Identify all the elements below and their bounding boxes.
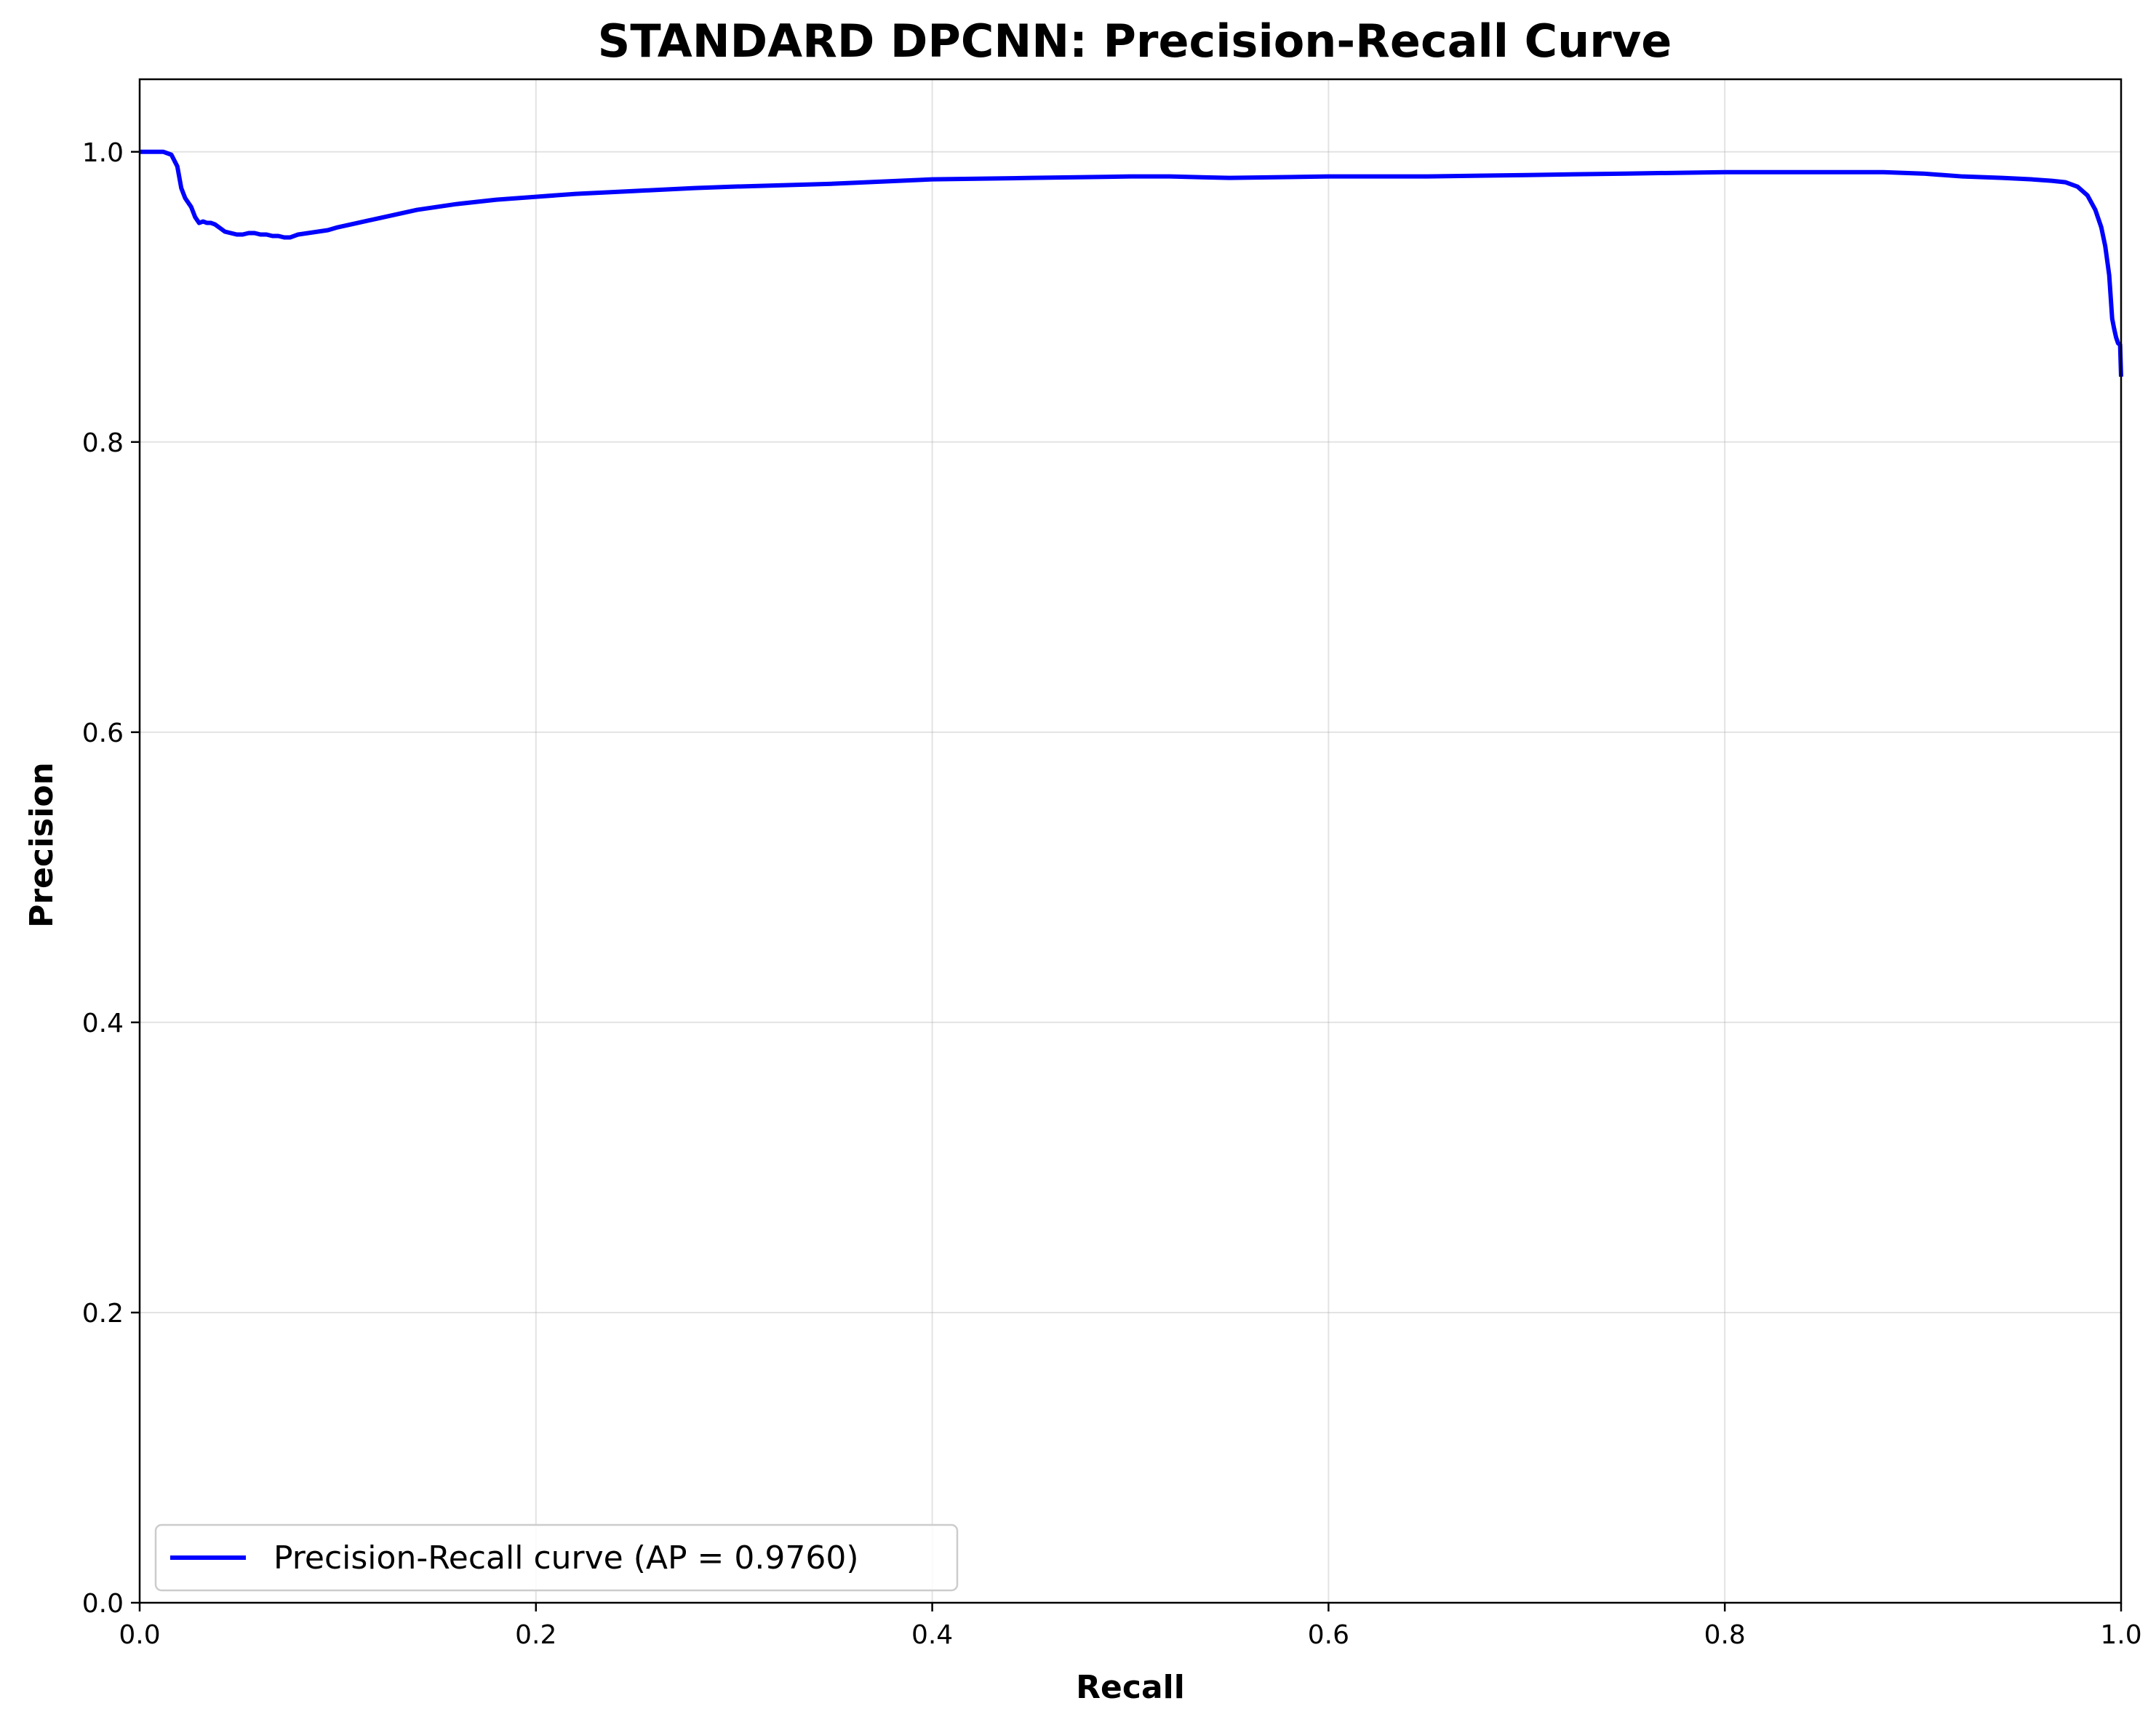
series-line-0 (140, 149, 2123, 377)
legend-box (154, 1523, 959, 1592)
x-tick-label: 0.4 (911, 1620, 953, 1650)
legend-label: Precision-Recall curve (AP = 0.9760) (274, 1539, 858, 1577)
x-axis-label: Recall (1076, 1669, 1185, 1706)
y-axis-label: Precision (23, 762, 60, 928)
y-tick-label: 0.4 (82, 1009, 124, 1038)
y-tick-label: 0.6 (82, 718, 124, 748)
x-tick-label: 0.2 (515, 1620, 556, 1650)
y-tick-label: 0.0 (82, 1589, 124, 1619)
plot-series (140, 149, 2123, 377)
x-tick-label: 0.6 (1308, 1620, 1349, 1650)
y-tick-label: 0.8 (82, 428, 124, 458)
y-tick-label: 1.0 (82, 138, 124, 168)
chart-title: STANDARD DPCNN: Precision-Recall Curve (598, 15, 1672, 68)
y-tick-label: 0.2 (82, 1299, 124, 1329)
legend: Precision-Recall curve (AP = 0.9760) (154, 1523, 959, 1592)
x-tick-label: 0.0 (119, 1620, 160, 1650)
x-tick-label: 1.0 (2100, 1620, 2141, 1650)
x-tick-label: 0.8 (1704, 1620, 1746, 1650)
axis-ticks: 0.0 0.2 0.4 0.6 0.8 1.0 0.0 0.2 0.4 0.6 0.8 1.0 (82, 138, 2142, 1650)
plot-frame (138, 78, 2123, 1604)
